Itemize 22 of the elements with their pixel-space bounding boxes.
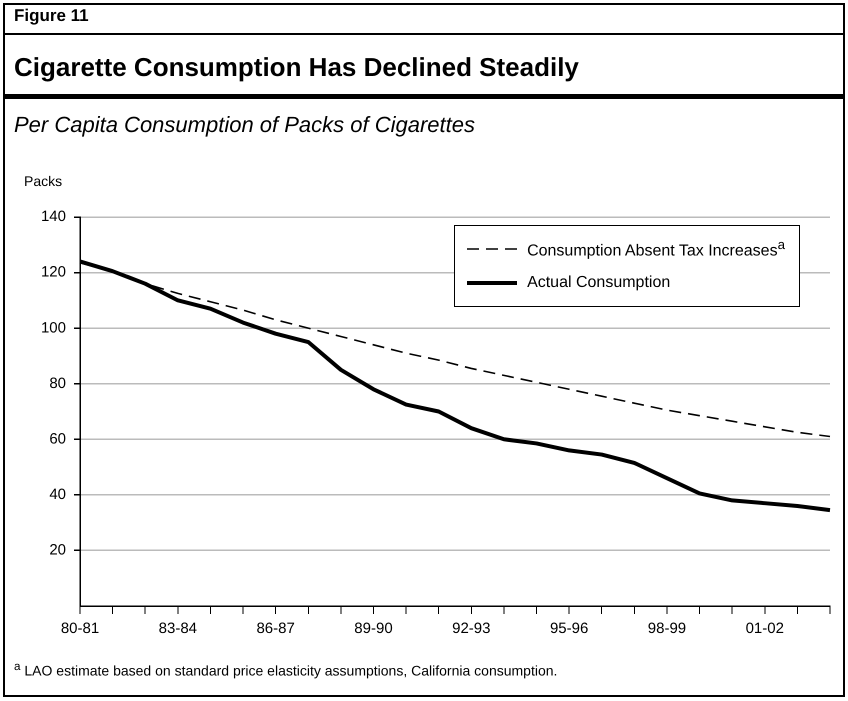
x-tick-label: 92-93: [452, 620, 490, 638]
legend-label: Consumption Absent Tax Increases$^{a}$: [527, 237, 785, 261]
y-tick-label: 100: [40, 319, 66, 336]
y-tick-label: 80: [49, 374, 66, 392]
x-tick-label: 86-87: [256, 620, 295, 638]
x-tick-label: 01-02: [746, 620, 784, 638]
caption: Figure 11: [14, 6, 89, 26]
chart-subtitle: Per Capita Consumption of Packs of Cigarettes: [14, 112, 476, 138]
text: $^{a}$ LAO estimate based on standard price elasticity assumptions, California consumption.: [14, 660, 558, 679]
y-axis-title: Packs: [24, 173, 62, 189]
y-tick-label: 140: [40, 208, 66, 226]
x-tick-label: 83-84: [158, 620, 198, 638]
x-tick-label: 80-81: [60, 620, 100, 638]
y-tick-label: 40: [49, 486, 66, 503]
x-tick-label: 89-90: [354, 620, 393, 638]
legend-label: Actual Consumption: [527, 274, 670, 292]
y-tick-label: 120: [40, 264, 66, 281]
y-tick-label: 20: [49, 542, 66, 559]
y-tick-label: 60: [49, 430, 66, 448]
chart-title: Cigarette Consumption Has Declined Steadily: [14, 52, 579, 83]
x-tick-label: 98-99: [648, 620, 686, 638]
x-tick-label: 95-96: [550, 620, 588, 638]
